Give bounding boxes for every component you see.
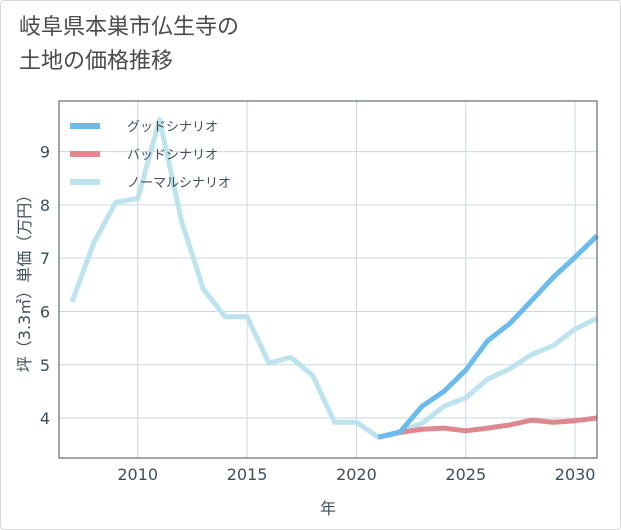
legend-label: グッドシナリオ bbox=[127, 120, 218, 135]
x-tick-label: 2015 bbox=[227, 465, 268, 484]
y-axis-label: 坪（3.3㎡）単価（万円） bbox=[15, 187, 34, 372]
tick-labels: 2010 2015 2020 2025 2030 4 5 6 7 8 9 bbox=[40, 143, 596, 484]
y-tick-label: 4 bbox=[40, 409, 50, 428]
series-line-bad bbox=[377, 415, 598, 440]
title-line-2: 土地の価格推移 bbox=[19, 49, 174, 74]
y-tick-label: 7 bbox=[40, 249, 50, 268]
grid bbox=[59, 101, 597, 458]
x-tick-label: 2025 bbox=[445, 465, 486, 484]
legend-label: バッドシナリオ bbox=[127, 148, 218, 163]
series-line-good bbox=[377, 234, 599, 440]
page-title: 岐阜県本巣市仏生寺の 土地の価格推移 bbox=[19, 11, 239, 79]
series-lines bbox=[69, 117, 599, 440]
x-tick-label: 2020 bbox=[336, 465, 377, 484]
x-tick-label: 2010 bbox=[117, 465, 158, 484]
x-tick-label: 2030 bbox=[555, 465, 596, 484]
y-tick-label: 5 bbox=[40, 356, 50, 375]
plot-area-border bbox=[58, 100, 598, 459]
y-tick-label: 8 bbox=[40, 196, 50, 215]
legend-label: ノーマルシナリオ bbox=[127, 176, 231, 191]
title-line-1: 岐阜県本巣市仏生寺の bbox=[19, 15, 240, 40]
series-line-normal bbox=[69, 117, 599, 440]
y-tick-label: 6 bbox=[40, 302, 50, 321]
y-tick-label: 9 bbox=[40, 143, 50, 162]
x-axis-label: 年 bbox=[320, 499, 336, 518]
